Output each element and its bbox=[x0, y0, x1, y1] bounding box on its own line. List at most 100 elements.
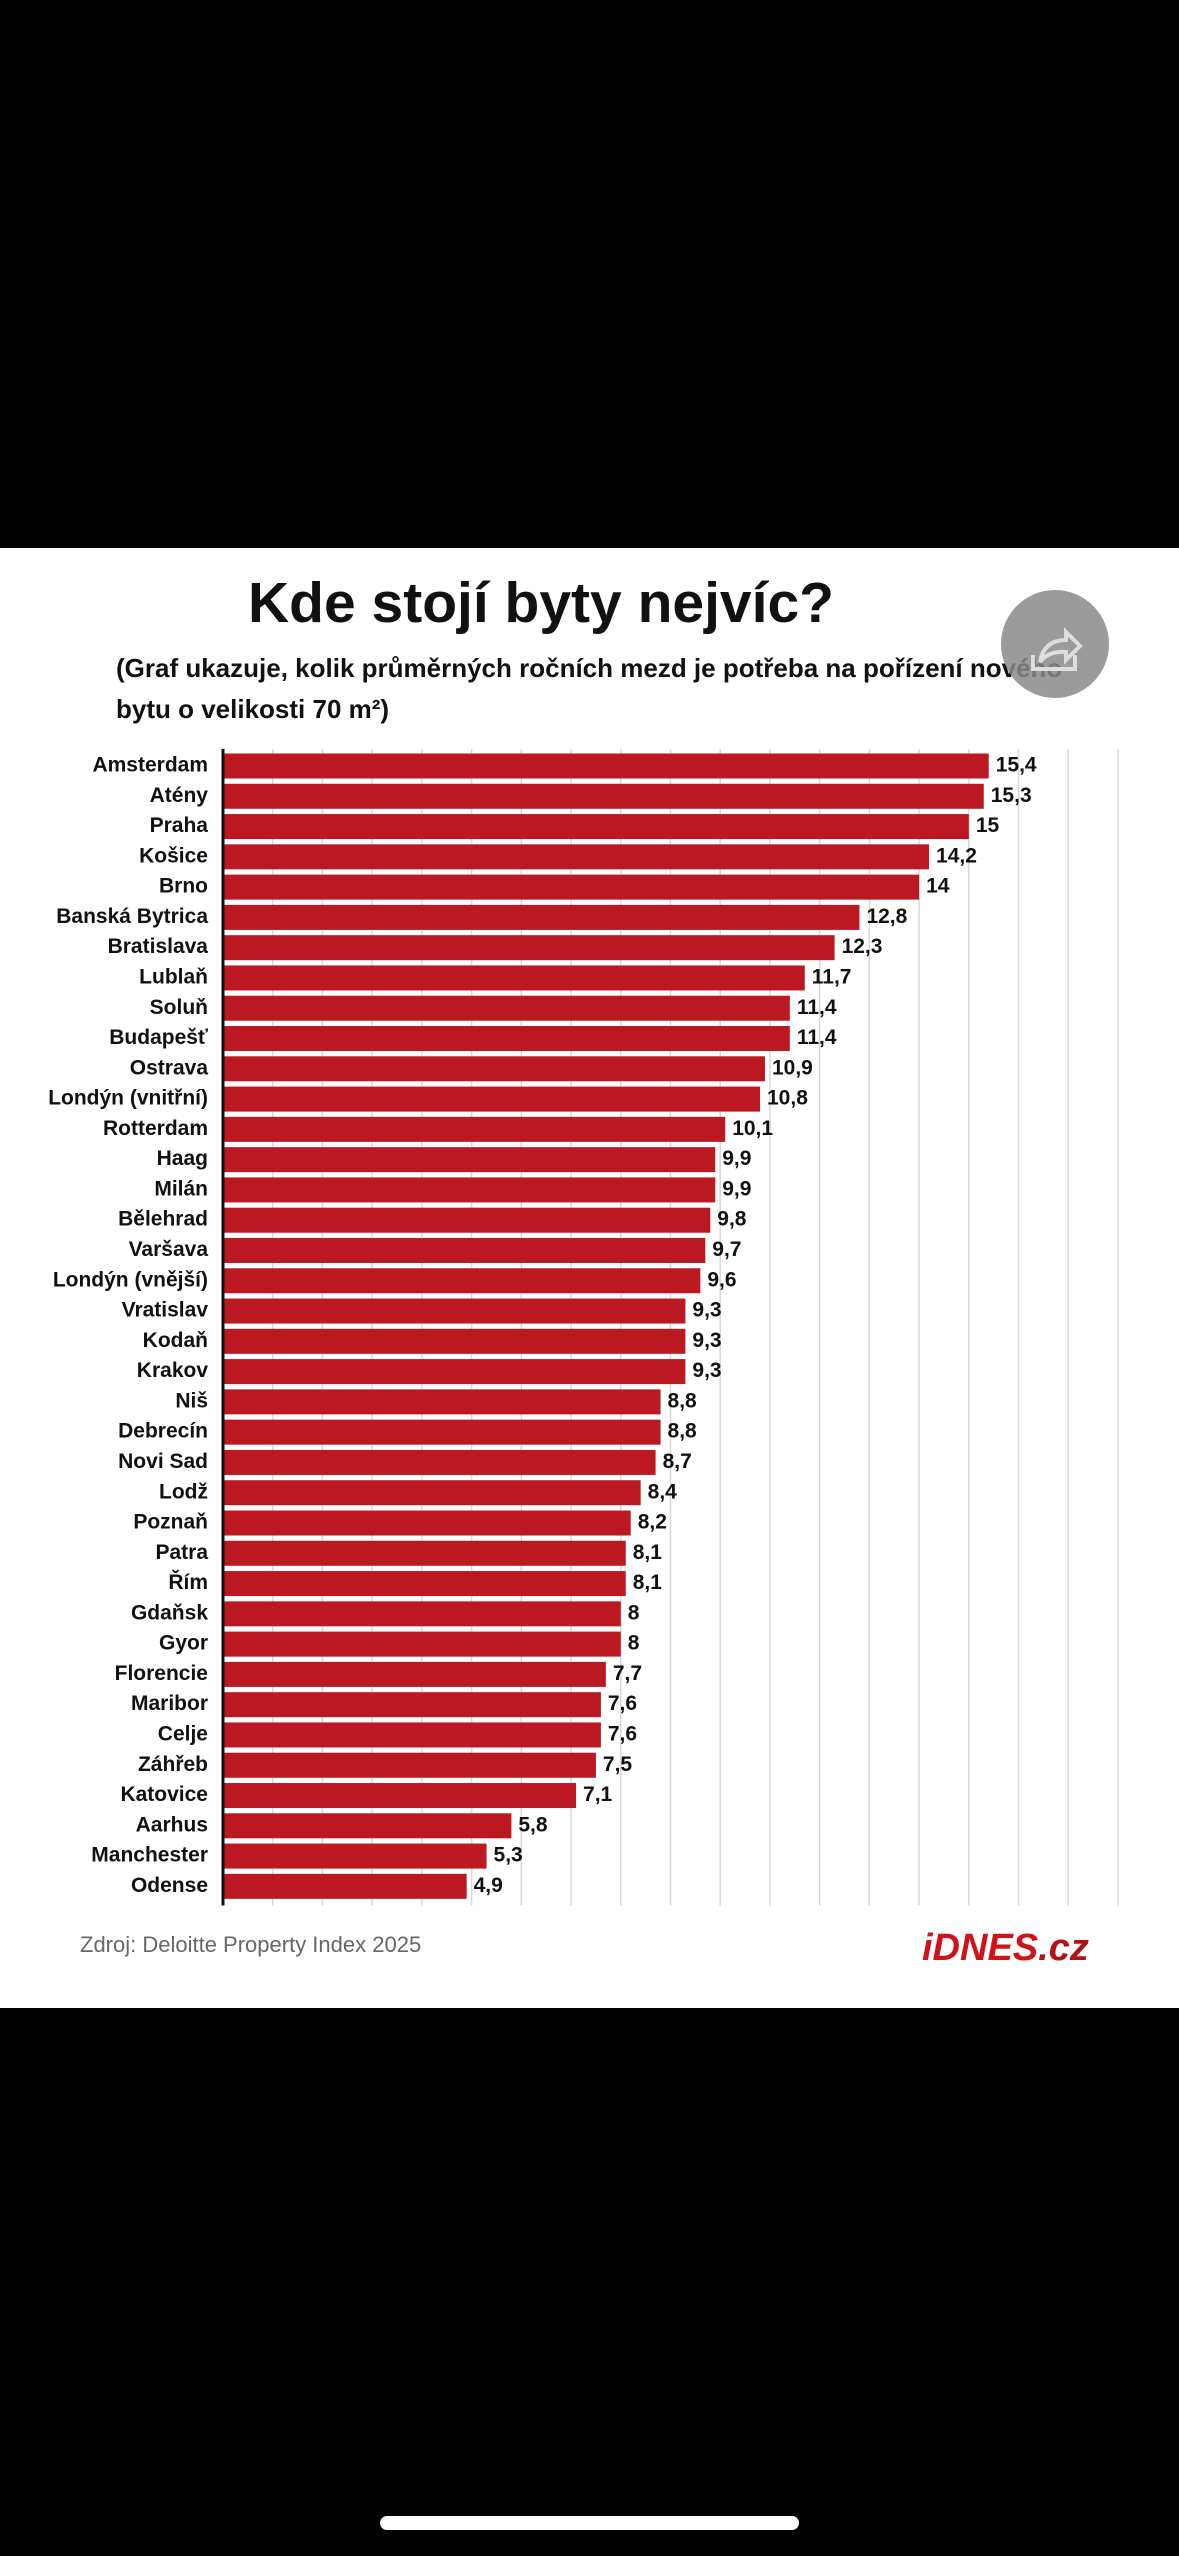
y-tick-label: Bělehrad bbox=[118, 1208, 208, 1231]
logo-suffix: .cz bbox=[1038, 1927, 1089, 1969]
y-tick-label: Varšava bbox=[129, 1238, 209, 1261]
bar bbox=[223, 1480, 641, 1506]
y-tick-label: Novi Sad bbox=[118, 1450, 208, 1473]
value-label: 7,5 bbox=[603, 1753, 633, 1776]
value-label: 8,1 bbox=[633, 1541, 663, 1564]
value-label: 7,1 bbox=[583, 1783, 613, 1806]
y-tick-label: Kodaň bbox=[143, 1329, 208, 1352]
y-tick-label: Maribor bbox=[131, 1692, 208, 1715]
value-label: 9,8 bbox=[717, 1208, 747, 1231]
bar bbox=[223, 1086, 760, 1112]
bar bbox=[223, 1359, 686, 1385]
bar bbox=[223, 1116, 726, 1142]
bar bbox=[223, 1510, 631, 1536]
y-tick-label: Celje bbox=[158, 1723, 208, 1746]
y-tick-label: Gyor bbox=[159, 1632, 208, 1655]
bar bbox=[223, 844, 930, 870]
bar bbox=[223, 1843, 487, 1869]
bar bbox=[223, 1207, 711, 1233]
bar bbox=[223, 1237, 706, 1263]
value-label: 8,1 bbox=[633, 1571, 663, 1594]
bar bbox=[223, 1661, 606, 1687]
bar bbox=[223, 1631, 621, 1657]
value-label: 8 bbox=[628, 1632, 640, 1655]
value-label: 12,3 bbox=[842, 935, 883, 958]
value-label: 15 bbox=[976, 814, 1000, 837]
y-tick-label: Haag bbox=[157, 1147, 208, 1170]
y-tick-label: Krakov bbox=[137, 1359, 209, 1382]
y-tick-label: Soluň bbox=[150, 996, 208, 1019]
share-icon bbox=[1031, 627, 1083, 671]
value-label: 5,3 bbox=[494, 1844, 523, 1867]
value-label: 9,3 bbox=[692, 1329, 721, 1352]
logo: iDNES.cz bbox=[922, 1927, 1089, 1969]
value-label: 8,8 bbox=[668, 1389, 698, 1412]
bar bbox=[223, 783, 984, 809]
y-tick-label: Košice bbox=[139, 844, 208, 867]
bar bbox=[223, 814, 969, 840]
y-tick-label: Niš bbox=[175, 1389, 208, 1412]
value-label: 15,4 bbox=[996, 754, 1037, 777]
bar bbox=[223, 1692, 601, 1718]
value-label: 8,2 bbox=[638, 1511, 667, 1534]
bar bbox=[223, 1419, 661, 1445]
y-tick-label: Bratislava bbox=[108, 935, 209, 958]
bar bbox=[223, 1056, 765, 1082]
value-label: 7,7 bbox=[613, 1662, 642, 1685]
y-tick-label: Debrecín bbox=[118, 1420, 208, 1443]
y-tick-label: Rotterdam bbox=[103, 1117, 208, 1140]
subtitle: bytu o velikosti 70 m²) bbox=[116, 694, 389, 724]
y-tick-label: Lodž bbox=[159, 1480, 208, 1503]
value-label: 7,6 bbox=[608, 1692, 637, 1715]
y-tick-label: Atény bbox=[150, 784, 209, 807]
bar bbox=[223, 995, 790, 1021]
value-label: 10,8 bbox=[767, 1087, 808, 1110]
y-tick-label: Patra bbox=[155, 1541, 208, 1564]
y-tick-label: Brno bbox=[159, 875, 208, 898]
y-tick-label: Lublaň bbox=[139, 966, 208, 989]
value-label: 4,9 bbox=[474, 1874, 503, 1897]
bar bbox=[223, 1177, 716, 1203]
bar bbox=[223, 1752, 596, 1778]
share-button[interactable] bbox=[1001, 590, 1109, 698]
value-label: 14 bbox=[926, 875, 950, 898]
bar bbox=[223, 1722, 601, 1748]
y-tick-label: Amsterdam bbox=[92, 754, 208, 777]
y-tick-label: Budapešť bbox=[109, 1026, 209, 1049]
logo-brand: iDNES bbox=[922, 1927, 1038, 1969]
bar bbox=[223, 935, 835, 961]
bar bbox=[223, 753, 989, 779]
bar bbox=[223, 1026, 790, 1052]
y-tick-label: Londýn (vnitřní) bbox=[48, 1087, 208, 1110]
bar bbox=[223, 1873, 467, 1899]
bar bbox=[223, 1540, 626, 1566]
bar bbox=[223, 1328, 686, 1354]
subtitle: (Graf ukazuje, kolik průměrných ročních … bbox=[116, 653, 1062, 683]
y-tick-label: Odense bbox=[131, 1874, 208, 1897]
bar bbox=[223, 1601, 621, 1627]
y-tick-label: Florencie bbox=[115, 1662, 208, 1685]
chart-title: Kde stojí byty nejvíc? bbox=[248, 571, 834, 635]
value-label: 10,1 bbox=[732, 1117, 773, 1140]
y-tick-label: Praha bbox=[150, 814, 209, 837]
bar bbox=[223, 1571, 626, 1597]
y-tick-label: Gdaňsk bbox=[131, 1601, 208, 1624]
y-tick-label: Vratislav bbox=[122, 1299, 209, 1322]
value-label: 8,8 bbox=[668, 1420, 698, 1443]
bar bbox=[223, 1298, 686, 1324]
y-tick-label: Londýn (vnější) bbox=[53, 1268, 208, 1291]
value-label: 9,9 bbox=[722, 1147, 751, 1170]
y-tick-label: Záhřeb bbox=[138, 1753, 208, 1776]
y-tick-label: Banská Bytrica bbox=[56, 905, 208, 928]
value-label: 10,9 bbox=[772, 1056, 813, 1079]
bar bbox=[223, 1389, 661, 1415]
bar bbox=[223, 904, 860, 930]
y-tick-label: Aarhus bbox=[136, 1813, 208, 1836]
value-label: 8 bbox=[628, 1601, 640, 1624]
value-label: 5,8 bbox=[518, 1813, 548, 1836]
value-label: 9,3 bbox=[692, 1359, 721, 1382]
value-label: 7,6 bbox=[608, 1723, 637, 1746]
bar bbox=[223, 874, 920, 900]
y-tick-label: Milán bbox=[154, 1177, 208, 1200]
y-tick-label: Řím bbox=[168, 1570, 208, 1594]
